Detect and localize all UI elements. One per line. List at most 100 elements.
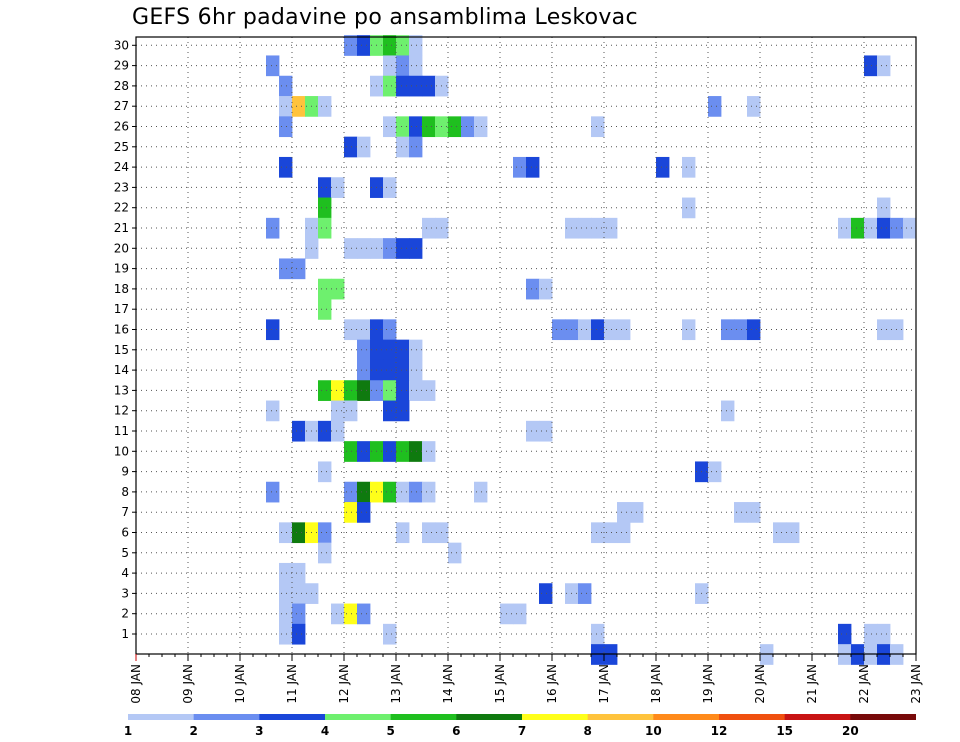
y-tick-label: 25 xyxy=(114,140,129,154)
y-tick-label: 18 xyxy=(114,282,129,296)
heatmap-cell xyxy=(396,339,410,361)
heatmap-cell xyxy=(279,156,293,178)
heatmap-cell xyxy=(279,75,293,97)
heatmap-cell xyxy=(409,380,423,401)
y-tick-label: 28 xyxy=(114,79,129,93)
heatmap-cell xyxy=(578,217,592,239)
heatmap-cell xyxy=(292,420,306,442)
heatmap-cell xyxy=(409,75,423,97)
heatmap-cell xyxy=(864,55,878,77)
plot-frame xyxy=(135,36,917,655)
heatmap-cell xyxy=(409,359,423,381)
heatmap-cell xyxy=(708,461,722,483)
heatmap-cell xyxy=(591,623,605,645)
heatmap-cell xyxy=(383,319,397,341)
heatmap-cell xyxy=(734,319,748,341)
heatmap-cell xyxy=(656,156,670,178)
heatmap-cell xyxy=(409,55,423,77)
heatmap-cell xyxy=(617,522,631,544)
y-tick-label: 20 xyxy=(114,241,129,255)
x-tick-label: 18 JAN xyxy=(649,664,663,704)
x-tick-label: 12 JAN xyxy=(337,664,351,704)
heatmap-cell xyxy=(617,502,631,523)
heatmap-cell xyxy=(279,96,293,117)
heatmap-cell xyxy=(318,522,332,544)
y-tick-label: 2 xyxy=(121,607,129,621)
y-tick-label: 14 xyxy=(114,363,129,377)
heatmap-cell xyxy=(396,238,410,259)
heatmap-cell xyxy=(279,258,293,280)
heatmap-cell xyxy=(903,217,917,239)
legend-swatch xyxy=(193,714,260,720)
legend-swatch xyxy=(456,714,523,720)
x-tick-label: 19 JAN xyxy=(701,664,715,704)
heatmap-cell xyxy=(357,481,371,503)
heatmap-cell xyxy=(604,217,618,239)
heatmap-cell xyxy=(292,96,306,117)
y-tick-label: 3 xyxy=(121,586,129,600)
legend-label: 12 xyxy=(711,724,728,738)
heatmap-cell xyxy=(526,156,540,178)
heatmap-cell xyxy=(292,258,306,280)
heatmap-cell xyxy=(344,35,358,56)
heatmap-cell xyxy=(266,55,280,77)
heatmap-cell xyxy=(383,35,397,56)
heatmap-cell xyxy=(526,420,540,442)
heatmap-cell xyxy=(877,319,891,341)
legend-swatch xyxy=(719,714,786,720)
heatmap-cell xyxy=(383,400,397,422)
heatmap-cell xyxy=(864,623,878,645)
heatmap-cell xyxy=(474,116,488,138)
legend-label: 3 xyxy=(255,724,263,738)
heatmap-cell xyxy=(552,319,566,341)
heatmap-cell xyxy=(396,522,410,544)
y-tick-label: 5 xyxy=(121,546,129,560)
y-tick-label: 24 xyxy=(114,160,129,174)
x-tick-label: 14 JAN xyxy=(441,664,455,704)
heatmap-cell xyxy=(422,481,436,503)
heatmap-cell xyxy=(279,522,293,544)
heatmap-cell xyxy=(318,278,332,300)
heatmap-cell xyxy=(344,400,358,422)
heatmap-cell xyxy=(331,400,345,422)
x-tick-label: 08 JAN xyxy=(129,664,143,704)
heatmap-cell xyxy=(396,35,410,56)
heatmap-cell xyxy=(734,502,748,523)
heatmap-cell xyxy=(344,380,358,401)
heatmap-cell xyxy=(578,583,592,604)
heatmap-cell xyxy=(877,55,891,77)
heatmap-cell xyxy=(838,217,852,239)
x-tick-label: 20 JAN xyxy=(753,664,767,704)
y-tick-label: 12 xyxy=(114,404,129,418)
heatmap-cell xyxy=(318,380,332,401)
heatmap-cell xyxy=(331,278,345,300)
heatmap-cell xyxy=(383,441,397,462)
heatmap-cell xyxy=(422,116,436,138)
heatmap-cell xyxy=(383,177,397,198)
heatmap-cell xyxy=(292,623,306,645)
legend-swatch-end xyxy=(850,714,916,720)
heatmap-cell xyxy=(357,603,371,625)
heatmap-cell xyxy=(279,603,293,625)
heatmap-cell xyxy=(383,116,397,138)
y-tick-label: 4 xyxy=(121,566,129,580)
x-tick-label: 11 JAN xyxy=(285,664,299,704)
legend-label: 4 xyxy=(321,724,329,738)
heatmap-cell xyxy=(396,380,410,401)
legend-label: 6 xyxy=(452,724,460,738)
heatmap-cell xyxy=(357,136,371,158)
heatmap-cell xyxy=(318,197,332,219)
heatmap-cell xyxy=(409,339,423,361)
y-tick-label: 23 xyxy=(114,180,129,194)
heatmap-cell xyxy=(357,441,371,462)
y-tick-label: 16 xyxy=(114,323,129,337)
heatmap-cell xyxy=(331,380,345,401)
heatmap-cell xyxy=(396,75,410,97)
heatmap-cell xyxy=(318,542,332,564)
heatmap-cell xyxy=(721,400,735,422)
heatmap-cell xyxy=(279,623,293,645)
heatmap-cell xyxy=(396,441,410,462)
heatmap-cell xyxy=(422,217,436,239)
heatmap-cell xyxy=(877,197,891,219)
heatmap-cell xyxy=(604,319,618,341)
